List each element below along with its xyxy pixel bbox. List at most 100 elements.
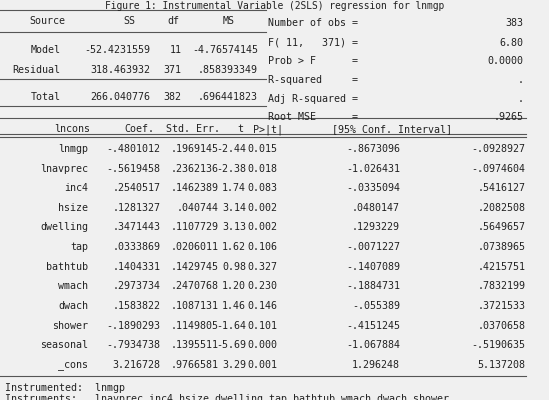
Text: 0.000: 0.000 [248,340,278,350]
Text: .1395511: .1395511 [170,340,219,350]
Text: Model: Model [31,45,60,55]
Text: .5416127: .5416127 [477,183,525,193]
Text: lnavprec: lnavprec [41,164,88,174]
Text: .4215751: .4215751 [477,262,525,272]
Text: 0.98: 0.98 [222,262,247,272]
Text: 0.002: 0.002 [248,203,278,213]
Text: 0.0000: 0.0000 [488,56,524,66]
Text: .2362136: .2362136 [170,164,219,174]
Text: SS: SS [123,16,135,26]
Text: .0206011: .0206011 [170,242,219,252]
Text: -.0928927: -.0928927 [471,144,525,154]
Text: -1.64: -1.64 [216,320,247,330]
Text: Figure 1: Instrumental Variable (2SLS) regression for lnmgp: Figure 1: Instrumental Variable (2SLS) r… [105,1,444,11]
Text: 3.14: 3.14 [222,203,247,213]
Text: 0.015: 0.015 [248,144,278,154]
Text: 371: 371 [164,65,182,75]
Text: .0333869: .0333869 [113,242,160,252]
Text: -.4801012: -.4801012 [107,144,160,154]
Text: inc4: inc4 [64,183,88,193]
Text: 0.327: 0.327 [248,262,278,272]
Text: 0.101: 0.101 [248,320,278,330]
Text: -.055389: -.055389 [352,301,400,311]
Text: .0738965: .0738965 [477,242,525,252]
Text: df: df [167,16,180,26]
Text: 0.106: 0.106 [248,242,278,252]
Text: Source: Source [29,16,65,26]
Text: shower: shower [52,320,88,330]
Text: 5.137208: 5.137208 [477,360,525,370]
Text: 382: 382 [164,92,182,102]
Text: t: t [237,124,243,134]
Text: 1.46: 1.46 [222,301,247,311]
Text: [95% Conf. Interval]: [95% Conf. Interval] [332,124,451,134]
Text: .1107729: .1107729 [170,222,219,232]
Text: Adj R-squared =: Adj R-squared = [268,94,358,104]
Text: lncons: lncons [54,124,91,134]
Text: wmach: wmach [58,281,88,291]
Text: -4.76574145: -4.76574145 [192,45,258,55]
Text: .2540517: .2540517 [113,183,160,193]
Text: 3.13: 3.13 [222,222,247,232]
Text: P>|t|: P>|t| [254,124,283,135]
Text: .: . [518,94,524,104]
Text: 1.74: 1.74 [222,183,247,193]
Text: Std. Err.: Std. Err. [166,124,220,134]
Text: .1293229: .1293229 [352,222,400,232]
Text: .2973734: .2973734 [113,281,160,291]
Text: .9265: .9265 [494,112,524,122]
Text: .0480147: .0480147 [352,203,400,213]
Text: 3.216728: 3.216728 [113,360,160,370]
Text: -.8673096: -.8673096 [346,144,400,154]
Text: .0370658: .0370658 [477,320,525,330]
Text: .1462389: .1462389 [170,183,219,193]
Text: _cons: _cons [58,360,88,370]
Text: 0.001: 0.001 [248,360,278,370]
Text: .040744: .040744 [176,203,219,213]
Text: Instrumented:  lnmgp: Instrumented: lnmgp [5,383,125,393]
Text: .7832199: .7832199 [477,281,525,291]
Text: -1.067884: -1.067884 [346,340,400,350]
Text: -.7934738: -.7934738 [107,340,160,350]
Text: .5649657: .5649657 [477,222,525,232]
Text: Root MSE      =: Root MSE = [268,112,358,122]
Text: -.0071227: -.0071227 [346,242,400,252]
Text: 0.002: 0.002 [248,222,278,232]
Text: tap: tap [70,242,88,252]
Text: -.5619458: -.5619458 [107,164,160,174]
Text: .3471443: .3471443 [113,222,160,232]
Text: MS: MS [223,16,235,26]
Text: bathtub: bathtub [47,262,88,272]
Text: Prob > F      =: Prob > F = [268,56,358,66]
Text: -5.69: -5.69 [216,340,247,350]
Text: -.4151245: -.4151245 [346,320,400,330]
Text: .1087131: .1087131 [170,301,219,311]
Text: 266.040776: 266.040776 [90,92,150,102]
Text: 0.083: 0.083 [248,183,278,193]
Text: .1404331: .1404331 [113,262,160,272]
Text: -2.44: -2.44 [216,144,247,154]
Text: -.1884731: -.1884731 [346,281,400,291]
Text: .1969145: .1969145 [170,144,219,154]
Text: dwelling: dwelling [41,222,88,232]
Text: .1583822: .1583822 [113,301,160,311]
Text: 3.29: 3.29 [222,360,247,370]
Text: -2.38: -2.38 [216,164,247,174]
Text: seasonal: seasonal [41,340,88,350]
Text: .2470768: .2470768 [170,281,219,291]
Text: 1.296248: 1.296248 [352,360,400,370]
Text: lnmgp: lnmgp [58,144,88,154]
Text: .1281327: .1281327 [113,203,160,213]
Text: -52.4231559: -52.4231559 [84,45,150,55]
Text: .9766581: .9766581 [170,360,219,370]
Text: -.0974604: -.0974604 [471,164,525,174]
Text: -.1890293: -.1890293 [107,320,160,330]
Text: -.0335094: -.0335094 [346,183,400,193]
Text: Coef.: Coef. [125,124,154,134]
Text: 11: 11 [170,45,182,55]
Text: 1.20: 1.20 [222,281,247,291]
Text: .696441823: .696441823 [198,92,258,102]
Text: Instruments:   lnavprec inc4 hsize dwelling tap bathtub wmach dwach shower: Instruments: lnavprec inc4 hsize dwellin… [5,394,449,400]
Text: .: . [518,75,524,85]
Text: Total: Total [31,92,60,102]
